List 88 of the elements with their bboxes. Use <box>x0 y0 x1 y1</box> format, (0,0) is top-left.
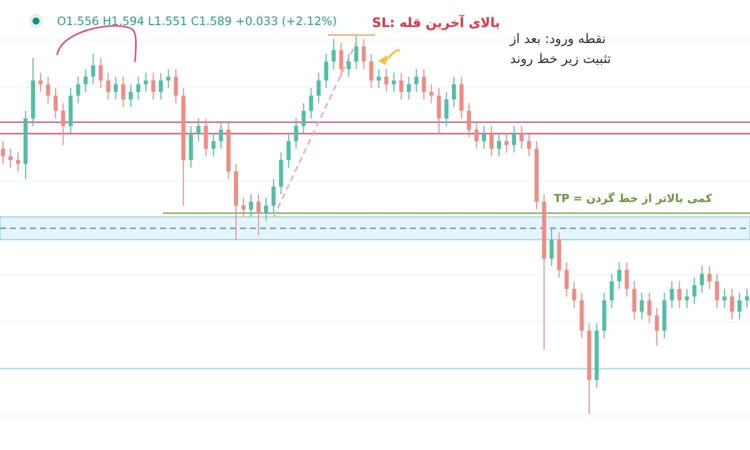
candlestick <box>16 152 20 172</box>
candlestick <box>527 133 532 157</box>
candlestick <box>316 72 321 104</box>
candlestick <box>211 133 216 157</box>
candlestick <box>286 133 291 168</box>
candlestick <box>302 102 306 134</box>
candlestick <box>444 91 448 126</box>
candlestick <box>730 288 734 320</box>
candlestick <box>512 125 516 153</box>
candlestick <box>196 118 200 142</box>
candlestick <box>466 102 471 138</box>
candlestick <box>722 288 726 308</box>
candlestick <box>399 72 404 100</box>
candlestick <box>700 266 704 294</box>
candlestick <box>707 266 712 290</box>
candlestick <box>632 280 636 320</box>
candlestick <box>166 68 170 89</box>
candlestick <box>482 125 486 150</box>
candlestick <box>46 76 50 104</box>
candlestick <box>294 118 298 150</box>
candlestick <box>346 53 351 78</box>
candlestick <box>91 53 96 85</box>
candlestick <box>520 125 524 150</box>
candlestick <box>489 125 494 157</box>
candlestick <box>128 84 133 108</box>
annotation: تثبیت زیر خط روند <box>510 52 612 67</box>
candlestick <box>136 76 140 100</box>
candlestick <box>692 277 696 305</box>
candlestick <box>1 140 5 164</box>
candlestick <box>158 72 163 100</box>
candlestick <box>241 197 246 218</box>
candlestick <box>249 194 253 218</box>
candlestick <box>114 76 118 100</box>
candlestick <box>384 68 388 92</box>
candlestick <box>204 118 208 157</box>
candlestick <box>452 76 456 108</box>
ref-line-label: TP = کمی بالاتر از خط گردن <box>554 192 713 206</box>
candlestick <box>38 72 43 92</box>
ref-line-label: SL: بالای آخرین قله <box>372 14 500 31</box>
candlestick <box>684 288 689 308</box>
candlestick <box>714 273 719 308</box>
candlestick <box>339 42 344 78</box>
candlestick <box>376 68 381 89</box>
candlestick <box>436 88 441 134</box>
candlestick <box>474 122 478 150</box>
candlestick <box>572 280 576 308</box>
candlestick <box>392 72 396 92</box>
candlestick <box>272 178 276 214</box>
candlestick <box>264 197 268 222</box>
candlestick <box>309 88 314 119</box>
candlestick <box>369 53 374 89</box>
candlestick <box>640 292 644 320</box>
candlestick <box>670 280 674 308</box>
candlestick <box>218 122 223 150</box>
candlestick <box>624 262 629 298</box>
candlestick <box>144 72 148 92</box>
candlestick <box>504 133 509 153</box>
candlestick <box>564 262 569 298</box>
candlestick <box>8 148 13 168</box>
candlestick <box>174 68 178 104</box>
candlestick <box>362 38 366 70</box>
candlestick <box>677 280 682 308</box>
candlestick <box>737 292 742 320</box>
candlestick <box>745 288 749 308</box>
candlestick <box>324 53 328 89</box>
candlestick <box>121 76 126 108</box>
candlestick <box>647 292 652 324</box>
candlestick <box>354 34 358 70</box>
text: O1.556 H1.594 L1.551 C1.589 +0.033 (+2.12%) <box>57 14 337 28</box>
candlestick <box>332 38 336 70</box>
candlestick <box>61 102 66 146</box>
candlestick <box>414 68 418 92</box>
annotation: نقطه ورود: بعد از <box>509 32 606 47</box>
candlestick <box>98 57 103 89</box>
candlestick <box>84 68 88 92</box>
candlestick <box>610 273 614 308</box>
candlestick <box>617 262 622 290</box>
candlestick <box>106 72 110 100</box>
candlestick <box>76 76 80 104</box>
candlestick <box>151 72 156 100</box>
candlestick <box>406 76 411 100</box>
candlestick <box>654 307 659 346</box>
candlestick <box>429 84 434 104</box>
candlestick <box>54 88 58 119</box>
candlestick <box>550 228 554 267</box>
candlestick <box>256 194 261 236</box>
candlestick <box>497 133 501 157</box>
candlestick <box>422 68 426 100</box>
